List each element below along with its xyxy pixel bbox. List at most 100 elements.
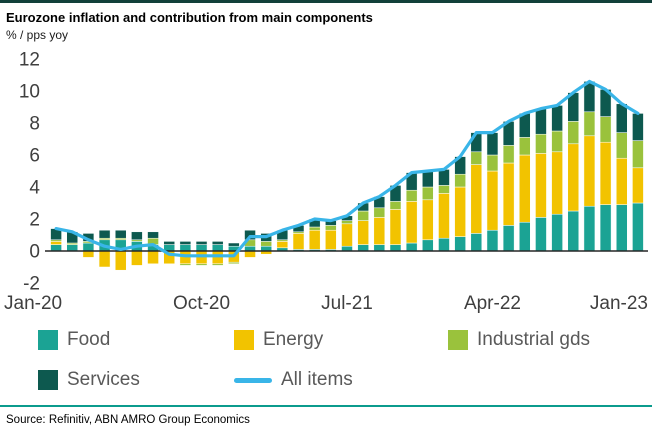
bar-segment <box>357 210 369 221</box>
bar-segment <box>211 241 224 245</box>
bar-segment <box>535 217 547 252</box>
bar-segment <box>486 132 499 156</box>
bar-segment <box>163 241 175 245</box>
bar-segment <box>179 241 192 245</box>
bar-segment <box>519 154 531 223</box>
bar-segment <box>486 170 499 231</box>
series-bars-food <box>50 202 644 252</box>
bar-segment <box>438 169 450 186</box>
bar-segment <box>82 242 95 252</box>
bar-segment <box>292 233 305 250</box>
bar-segment <box>502 225 515 252</box>
y-axis-tick-label: 4 <box>29 178 40 199</box>
legend-item-industrial-gds: Industrial gds <box>448 327 652 353</box>
bar-segment <box>308 226 321 231</box>
y-axis-tick-label: 10 <box>19 82 40 103</box>
bar-segment <box>179 263 192 266</box>
bar-segment <box>98 229 111 239</box>
bar-segment <box>599 116 612 143</box>
bar-segment <box>50 241 62 245</box>
chart-subtitle: % / pps yoy <box>6 28 69 42</box>
bar-segment <box>551 105 563 132</box>
y-axis-tick-label: 6 <box>29 146 40 167</box>
bar-segment <box>50 244 62 252</box>
bar-segment <box>535 108 547 135</box>
bar-segment <box>389 209 402 245</box>
series-bars-services <box>50 81 644 247</box>
bar-segment <box>422 186 434 201</box>
bar-segment <box>454 173 466 188</box>
bar-segment <box>551 130 563 153</box>
legend-item-energy: Energy <box>234 327 448 353</box>
top-accent-rule <box>0 0 652 3</box>
legend-label: Energy <box>263 329 324 350</box>
bar-segment <box>211 244 224 252</box>
bar-segment <box>325 225 337 231</box>
bar-segment <box>502 145 515 164</box>
source-note: Source: Refinitiv, ABN AMRO Group Econom… <box>6 414 250 426</box>
bar-segment <box>228 261 240 265</box>
bar-segment <box>244 250 256 258</box>
bar-segment <box>486 229 499 252</box>
all-items-line <box>54 79 640 258</box>
color-swatch-services <box>38 370 58 390</box>
bar-segment <box>405 201 418 244</box>
bar-segment <box>502 162 515 226</box>
bar-segment <box>325 229 337 250</box>
line-swatch-all-items <box>234 377 272 383</box>
bar-segment <box>260 241 272 247</box>
color-swatch-food <box>38 330 58 350</box>
bar-segment <box>405 189 418 202</box>
bottom-accent-rule <box>0 405 652 407</box>
bar-segment <box>616 157 628 205</box>
x-axis-tick-label: Jul-21 <box>321 293 373 314</box>
y-axis-tick-label: 2 <box>29 210 40 231</box>
bar-segment <box>486 154 499 172</box>
bar-segment <box>567 210 580 252</box>
bar-segment <box>583 111 596 137</box>
bar-segment <box>405 242 418 252</box>
bar-segment <box>195 241 208 245</box>
bar-segment <box>632 167 644 204</box>
legend-item-services: Services <box>38 367 234 393</box>
bar-segment <box>114 250 127 271</box>
bar-segment <box>82 250 95 258</box>
bar-segment <box>66 244 78 252</box>
bar-segment <box>454 236 466 252</box>
chart-legend: Food Energy Industrial gds Services All item… <box>0 327 652 393</box>
x-axis-tick-label: Apr-22 <box>464 293 521 314</box>
bar-segment <box>147 250 159 265</box>
bar-segment <box>373 217 386 245</box>
bar-segment <box>583 135 596 207</box>
bar-segment <box>308 229 321 250</box>
x-axis-tick-label: Jan-20 <box>4 293 62 314</box>
bar-segment <box>373 207 386 218</box>
bar-segment <box>163 244 175 252</box>
bar-segment <box>357 244 369 252</box>
bar-segment <box>583 205 596 252</box>
bar-segment <box>616 132 628 159</box>
chart-header: Eurozone inflation and contribution from… <box>0 3 652 43</box>
bar-segment <box>519 137 531 156</box>
bar-segment <box>438 237 450 252</box>
legend-label: Food <box>67 329 111 350</box>
series-bars-energy <box>50 135 644 271</box>
y-axis-tick-label: 8 <box>29 114 40 135</box>
bar-segment <box>179 244 192 252</box>
bar-segment <box>616 204 628 252</box>
bar-segment <box>228 242 240 247</box>
bar-segment <box>114 229 127 239</box>
bar-segment <box>535 133 547 154</box>
bar-segment <box>567 121 580 145</box>
series-bars-industrial-gds <box>50 111 644 266</box>
bar-segment <box>131 231 143 241</box>
y-axis-tick-label: 0 <box>29 242 40 263</box>
bar-segment <box>276 241 289 249</box>
color-swatch-energy <box>234 330 254 350</box>
bar-segment <box>470 164 483 234</box>
bar-segment <box>389 244 402 252</box>
bar-segment <box>373 244 386 252</box>
legend-item-all-items: All items <box>234 367 448 393</box>
bar-segment <box>535 153 547 218</box>
